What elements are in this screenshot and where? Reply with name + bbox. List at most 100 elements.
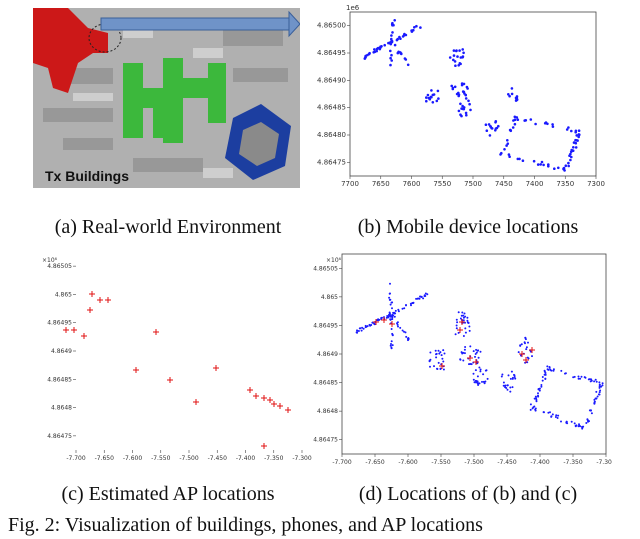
device-point [389,344,392,347]
device-point [574,129,578,133]
device-point [422,297,425,300]
device-point [570,129,573,133]
x-tick-label: -7.700 [332,459,352,466]
ap-marker [71,327,77,333]
device-point [473,381,476,384]
device-point [404,331,407,334]
device-point [494,127,498,130]
device-point [599,389,602,392]
device-point [513,374,516,377]
device-point [464,97,468,100]
device-point [429,95,433,99]
device-point [424,295,427,297]
device-point [487,123,491,126]
x-tick-label: -7.300 [292,455,312,462]
y-tick-label: 4.86485 [47,376,72,383]
device-point [525,346,528,349]
ap-marker [519,351,525,357]
device-point [463,92,466,95]
device-point [434,349,437,352]
device-point [588,409,591,412]
device-point [587,378,590,381]
device-point [537,392,539,395]
device-point [534,409,537,412]
y-tick-label: 4.86505 [47,263,72,270]
device-point [390,53,393,57]
x-tick-label: -7.700 [66,455,86,462]
device-point [569,150,573,154]
device-point [464,346,467,348]
device-point [567,164,570,168]
device-point [455,324,458,327]
device-point [581,427,584,430]
device-point [439,351,442,354]
caption-c: (c) Estimated AP locations [61,483,275,505]
device-point [555,414,558,417]
chart-b-yticks: 4.86500 4.86495 4.86490 4.86485 4.86480 4.864… [317,22,350,166]
ap-marker [253,393,259,399]
device-point [529,403,532,406]
x-tick-label: -7.350 [264,455,284,462]
device-point [411,302,414,304]
device-point [379,45,382,48]
device-point [501,373,504,376]
device-point [510,92,514,96]
device-point [453,60,457,63]
device-point [457,331,460,334]
device-point [565,128,569,131]
device-point [396,321,399,324]
device-point [474,379,477,382]
device-point [459,317,462,320]
device-point [543,122,547,125]
device-point [438,352,441,355]
device-point [388,313,391,316]
device-point [393,43,397,47]
x-tick-label: -7.450 [497,459,517,466]
device-point [483,382,486,385]
device-point [532,406,535,409]
device-point [389,282,391,285]
device-point [472,372,475,375]
device-point [464,315,467,318]
device-point [494,121,497,124]
device-point [514,377,517,380]
x-tick-label: 7600 [403,180,421,188]
device-point [405,335,408,338]
device-point [476,349,479,352]
device-point [403,307,406,310]
caption-d: (d) Locations of (b) and (c) [358,483,578,505]
ap-marker [381,317,387,323]
device-point [390,346,393,349]
device-point [454,64,457,67]
device-point [574,141,578,145]
device-point [433,365,435,368]
device-point [373,48,376,51]
x-tick-label: 7300 [587,180,605,188]
panel-b: 1e6 4.86500 4.86495 4.86490 4.86485 4.86480 4… [310,0,610,198]
device-point [389,318,392,321]
device-point [391,318,394,320]
device-point [593,398,596,401]
device-point [509,386,512,389]
device-point [479,350,482,353]
environment-image [33,8,301,188]
device-point [544,377,547,380]
device-point [516,118,520,121]
device-point [557,166,560,170]
device-point [464,331,467,334]
device-point [598,385,601,388]
device-point [475,351,478,354]
device-point [362,327,365,330]
y-tick-label: 4.86495 [47,320,72,327]
device-point [593,402,596,405]
device-point [389,303,392,306]
ap-marker [439,363,445,369]
device-point [547,165,550,168]
device-point [458,49,461,52]
x-tick-label: -7.450 [208,455,228,462]
device-point [391,314,394,317]
device-point [442,360,445,363]
ap-marker [271,401,277,407]
x-tick-label: 7650 [372,180,390,188]
device-point [552,368,555,371]
